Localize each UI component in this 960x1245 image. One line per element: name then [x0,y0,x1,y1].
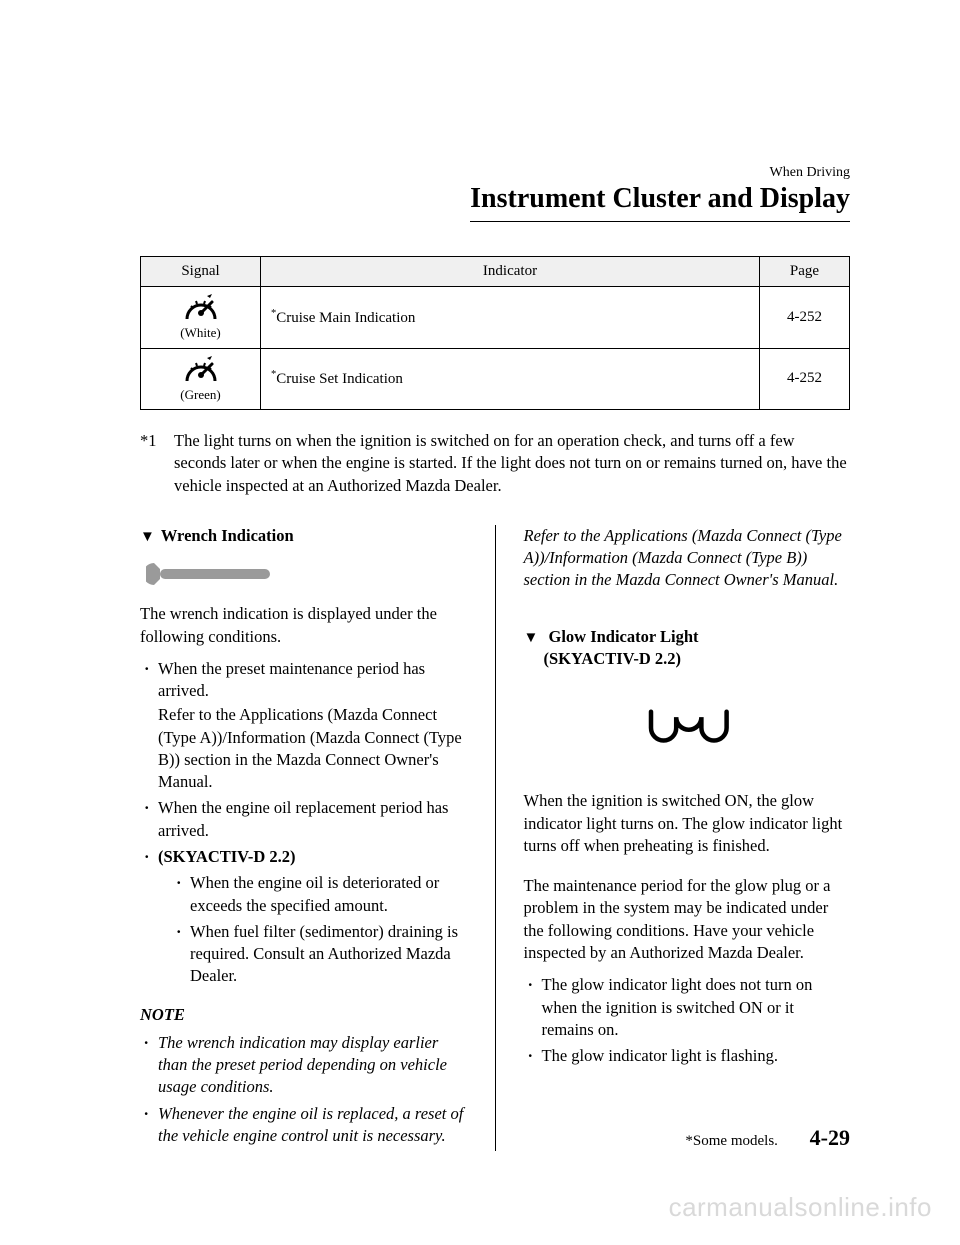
li-ref: Refer to the Applications (Mazda Connect… [158,704,467,793]
two-column-body: Wrench Indication The wrench indication … [140,525,850,1151]
signal-cell: (Green) [141,348,261,410]
th-indicator: Indicator [261,257,760,287]
list-item: Whenever the engine oil is replaced, a r… [158,1103,467,1148]
glow-coil-icon [642,700,732,750]
glow-subhead-l2: (SKYACTIV-D 2.2) [544,649,682,668]
section-label: When Driving [470,165,850,181]
signal-color: (White) [180,325,220,340]
indicator-table: Signal Indicator Page [140,256,850,410]
page-title: Instrument Cluster and Display [470,183,850,215]
title-rule [470,221,850,222]
page-footer: *Some models. 4-29 [685,1125,850,1151]
list-item: The wrench indication may display earlie… [158,1032,467,1099]
watermark: carmanualsonline.info [669,1192,932,1223]
page-cell: 4-252 [760,348,850,410]
right-column: Refer to the Applications (Mazda Connect… [524,525,851,1151]
page-number: 4-29 [810,1125,850,1150]
list-item: When fuel filter (sedimentor) draining i… [190,921,467,988]
indicator-text: Cruise Set Indication [276,371,403,387]
running-head: When Driving Instrument Cluster and Disp… [470,165,850,222]
glow-subhead-l1: Glow Indicator Light [548,627,698,646]
list-item: When the engine oil is deteriorated or e… [190,872,467,917]
list-item: When the preset maintenance period has a… [158,658,467,794]
indicator-cell: *Cruise Main Indication [261,287,760,349]
signal-color: (Green) [180,387,220,402]
list-item: When the engine oil replacement period h… [158,797,467,842]
glow-p2: The maintenance period for the glow plug… [524,875,851,964]
li-bold: (SKYACTIV-D 2.2) [158,847,296,866]
table-row: (White) *Cruise Main Indication 4-252 [141,287,850,349]
right-ref: Refer to the Applications (Mazda Connect… [524,525,851,592]
glow-subhead: Glow Indicator Light (SKYACTIV-D 2.2) [524,626,851,671]
indicator-text: Cruise Main Indication [276,310,415,326]
signal-cell: (White) [141,287,261,349]
th-signal: Signal [141,257,261,287]
note-label: NOTE [140,1004,467,1026]
glow-icon-wrap [524,700,851,756]
footnote-marker: *1 [140,430,174,497]
list-item: (SKYACTIV-D 2.2) When the engine oil is … [158,846,467,988]
list-item: The glow indicator light is flashing. [542,1045,851,1067]
cruise-gauge-icon [182,355,220,385]
footnote: *1 The light turns on when the ignition … [140,430,850,497]
footnote-text: The light turns on when the ignition is … [174,430,850,497]
wrench-list: When the preset maintenance period has a… [140,658,467,988]
glow-p1: When the ignition is switched ON, the gl… [524,790,851,857]
cruise-gauge-icon [182,293,220,323]
note-list: The wrench indication may display earlie… [140,1032,467,1147]
page-cell: 4-252 [760,287,850,349]
glow-list: The glow indicator light does not turn o… [524,974,851,1067]
footer-note: *Some models. [685,1133,778,1149]
th-page: Page [760,257,850,287]
wrench-subhead: Wrench Indication [140,525,467,547]
wrench-intro: The wrench indication is displayed under… [140,603,467,648]
nested-list: When the engine oil is deteriorated or e… [158,872,467,987]
list-item: The glow indicator light does not turn o… [542,974,851,1041]
page: When Driving Instrument Cluster and Disp… [0,0,960,1245]
indicator-cell: *Cruise Set Indication [261,348,760,410]
wrench-icon [146,561,276,587]
column-divider [495,525,496,1151]
table-row: (Green) *Cruise Set Indication 4-252 [141,348,850,410]
li-text: When the preset maintenance period has a… [158,659,425,700]
left-column: Wrench Indication The wrench indication … [140,525,467,1151]
